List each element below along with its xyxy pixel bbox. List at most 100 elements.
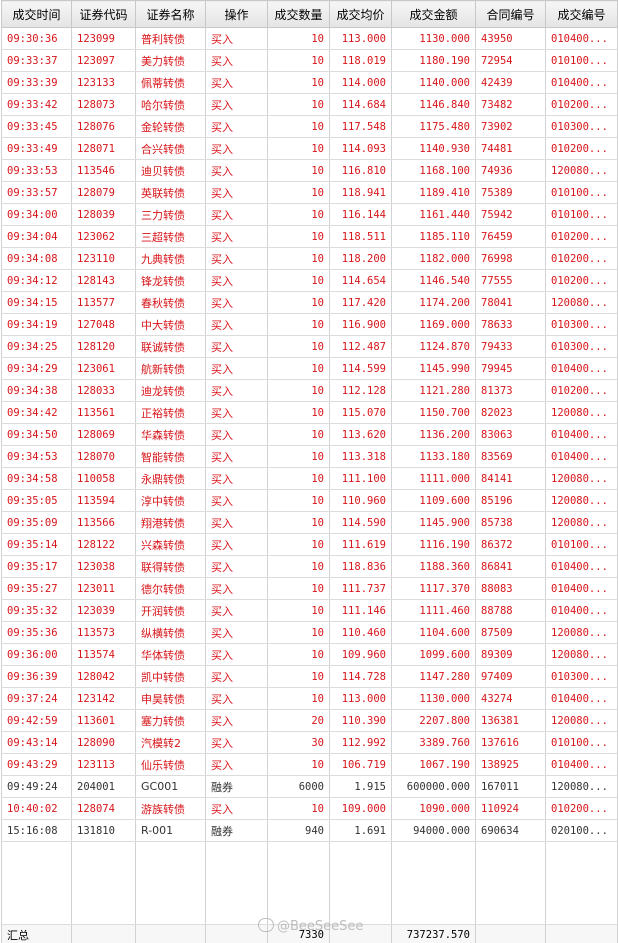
table-row[interactable]: 09:33:57 128079 英联转债 买入 10 118.941 1189.410 753… [1, 181, 618, 204]
col-header-avg-price[interactable]: 成交均价 [329, 0, 392, 28]
cell-contract-no: 74936 [475, 159, 546, 182]
cell-name: 哈尔转债 [135, 93, 206, 116]
table-row[interactable]: 09:36:00 113574 华体转债 买入 10 109.960 1099.600 893… [1, 643, 618, 666]
cell-code: 123099 [71, 27, 136, 50]
cell-name: 德尔转债 [135, 577, 206, 600]
cell-name: 华森转债 [135, 423, 206, 446]
table-row[interactable]: 15:16:08 131810 R-001 融券 940 1.691 94000.000 69… [1, 819, 618, 842]
table-row[interactable]: 09:35:27 123011 德尔转债 买入 10 111.737 1117.370 880… [1, 577, 618, 600]
table-row[interactable]: 09:33:45 128076 金轮转债 买入 10 117.548 1175.480 739… [1, 115, 618, 138]
col-header-amount[interactable]: 成交金额 [391, 0, 476, 28]
cell-operation: 买入 [205, 93, 268, 116]
col-header-time[interactable]: 成交时间 [1, 0, 72, 28]
cell-amount: 1145.900 [391, 511, 476, 534]
cell-avg-price: 114.728 [329, 665, 392, 688]
col-header-quantity[interactable]: 成交数量 [267, 0, 330, 28]
cell-quantity: 10 [267, 753, 330, 776]
cell-avg-price: 118.836 [329, 555, 392, 578]
table-row[interactable]: 09:37:24 123142 申昊转债 买入 10 113.000 1130.000 432… [1, 687, 618, 710]
cell-amount: 1130.000 [391, 687, 476, 710]
cell-code: 113573 [71, 621, 136, 644]
cell-avg-price: 112.992 [329, 731, 392, 754]
cell-operation: 买入 [205, 467, 268, 490]
cell-avg-price: 116.144 [329, 203, 392, 226]
table-row[interactable]: 09:34:38 128033 迪龙转债 买入 10 112.128 1121.280 813… [1, 379, 618, 402]
cell-name: 华体转债 [135, 643, 206, 666]
cell-operation: 买入 [205, 445, 268, 468]
cell-quantity: 10 [267, 247, 330, 270]
table-row[interactable]: 09:34:15 113577 春秋转债 买入 10 117.420 1174.200 780… [1, 291, 618, 314]
cell-trade-no: 010400... [545, 599, 618, 622]
cell-operation: 买入 [205, 269, 268, 292]
cell-avg-price: 1.915 [329, 775, 392, 798]
table-row[interactable]: 09:43:29 123113 仙乐转债 买入 10 106.719 1067.190 138… [1, 753, 618, 776]
cell-code: 128069 [71, 423, 136, 446]
table-row[interactable]: 09:30:36 123099 普利转债 买入 10 113.000 1130.000 439… [1, 27, 618, 50]
cell-avg-price: 112.128 [329, 379, 392, 402]
table-row[interactable]: 09:36:39 128042 凯中转债 买入 10 114.728 1147.280 974… [1, 665, 618, 688]
cell-avg-price: 118.019 [329, 49, 392, 72]
cell-time: 09:35:32 [1, 599, 72, 622]
table-row[interactable]: 09:33:39 123133 佩蒂转债 买入 10 114.000 1140.000 424… [1, 71, 618, 94]
table-row[interactable]: 09:35:05 113594 淳中转债 买入 10 110.960 1109.600 851… [1, 489, 618, 512]
cell-code: 113561 [71, 401, 136, 424]
cell-avg-price: 114.684 [329, 93, 392, 116]
table-row[interactable]: 09:43:14 128090 汽模转2 买入 30 112.992 3389.760 137… [1, 731, 618, 754]
table-row[interactable]: 09:34:19 127048 中大转债 买入 10 116.900 1169.000 786… [1, 313, 618, 336]
cell-time: 09:34:00 [1, 203, 72, 226]
table-row[interactable]: 09:33:49 128071 合兴转债 买入 10 114.093 1140.930 744… [1, 137, 618, 160]
table-row[interactable]: 09:34:50 128069 华森转债 买入 10 113.620 1136.200 830… [1, 423, 618, 446]
cell-time: 09:35:27 [1, 577, 72, 600]
cell-code: 123142 [71, 687, 136, 710]
cell-amount: 1067.190 [391, 753, 476, 776]
table-row[interactable]: 09:34:42 113561 正裕转债 买入 10 115.070 1150.700 820… [1, 401, 618, 424]
table-row[interactable]: 09:34:58 110058 永鼎转债 买入 10 111.100 1111.000 841… [1, 467, 618, 490]
col-header-operation[interactable]: 操作 [205, 0, 268, 28]
table-row[interactable]: 09:35:14 128122 兴森转债 买入 10 111.619 1116.190 863… [1, 533, 618, 556]
table-row[interactable]: 10:40:02 128074 游族转债 买入 10 109.000 1090.000 110… [1, 797, 618, 820]
cell-contract-no: 78041 [475, 291, 546, 314]
table-row[interactable]: 09:33:37 123097 美力转债 买入 10 118.019 1180.190 729… [1, 49, 618, 72]
table-row[interactable]: 09:34:53 128070 智能转债 买入 10 113.318 1133.180 835… [1, 445, 618, 468]
cell-operation: 买入 [205, 225, 268, 248]
cell-trade-no: 010400... [545, 577, 618, 600]
cell-contract-no: 137616 [475, 731, 546, 754]
table-row[interactable]: 09:34:00 128039 三力转债 买入 10 116.144 1161.440 759… [1, 203, 618, 226]
cell-quantity: 10 [267, 797, 330, 820]
col-header-trade-no[interactable]: 成交编号 [545, 0, 618, 28]
table-row[interactable]: 09:34:29 123061 航新转债 买入 10 114.599 1145.990 799… [1, 357, 618, 380]
cell-name: 迪贝转债 [135, 159, 206, 182]
table-row[interactable]: 09:34:25 128120 联诚转债 买入 10 112.487 1124.870 794… [1, 335, 618, 358]
table-row[interactable]: 09:34:04 123062 三超转债 买入 10 118.511 1185.110 764… [1, 225, 618, 248]
cell-time: 09:35:14 [1, 533, 72, 556]
table-row[interactable]: 09:34:08 123110 九典转债 买入 10 118.200 1182.000 769… [1, 247, 618, 270]
summary-row: 汇总 7330 737237.570 [1, 924, 618, 943]
table-row[interactable]: 09:35:17 123038 联得转债 买入 10 118.836 1188.360 868… [1, 555, 618, 578]
table-row[interactable]: 09:35:09 113566 翔港转债 买入 10 114.590 1145.900 857… [1, 511, 618, 534]
cell-amount: 1168.100 [391, 159, 476, 182]
table-row[interactable]: 09:49:24 204001 GC001 融券 6000 1.915 600000.000… [1, 775, 618, 798]
cell-amount: 1133.180 [391, 445, 476, 468]
table-row[interactable]: 09:35:36 113573 纵横转债 买入 10 110.460 1104.600 875… [1, 621, 618, 644]
cell-operation: 买入 [205, 489, 268, 512]
cell-trade-no: 010200... [545, 269, 618, 292]
table-row[interactable]: 09:34:12 128143 锋龙转债 买入 10 114.654 1146.540 775… [1, 269, 618, 292]
cell-time: 09:35:05 [1, 489, 72, 512]
cell-operation: 买入 [205, 665, 268, 688]
col-header-code[interactable]: 证券代码 [71, 0, 136, 28]
table-row[interactable]: 09:42:59 113601 塞力转债 买入 20 110.390 2207.800 136… [1, 709, 618, 732]
col-header-contract-no[interactable]: 合同编号 [475, 0, 546, 28]
table-row[interactable]: 09:33:53 113546 迪贝转债 买入 10 116.810 1168.100 749… [1, 159, 618, 182]
cell-quantity: 10 [267, 71, 330, 94]
cell-code: 110058 [71, 467, 136, 490]
cell-avg-price: 114.590 [329, 511, 392, 534]
col-header-name[interactable]: 证券名称 [135, 0, 206, 28]
cell-time: 09:35:17 [1, 555, 72, 578]
table-row[interactable]: 09:33:42 128073 哈尔转债 买入 10 114.684 1146.840 734… [1, 93, 618, 116]
cell-amount: 1169.000 [391, 313, 476, 336]
cell-amount: 1136.200 [391, 423, 476, 446]
cell-quantity: 10 [267, 137, 330, 160]
cell-operation: 买入 [205, 511, 268, 534]
table-row[interactable]: 09:35:32 123039 开润转债 买入 10 111.146 1111.460 887… [1, 599, 618, 622]
